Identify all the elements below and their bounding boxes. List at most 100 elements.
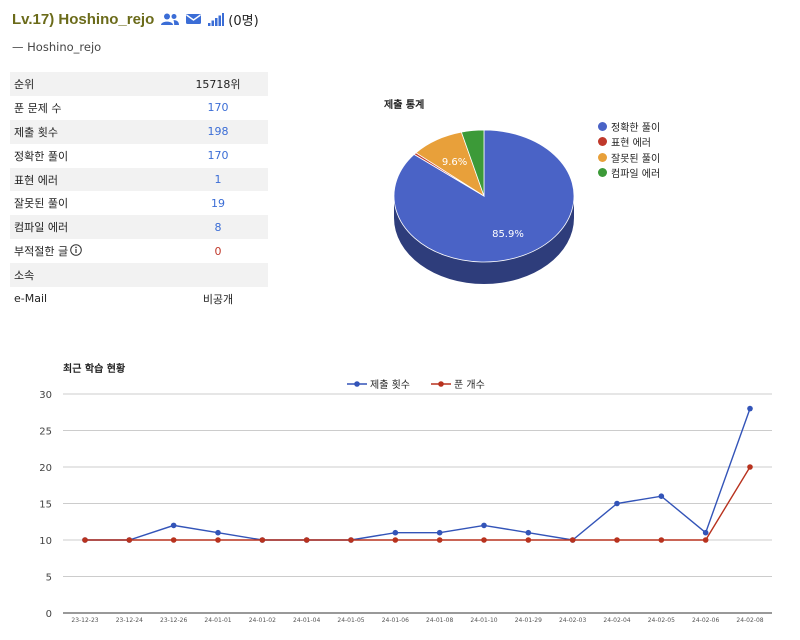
series-1-point[interactable] [658,493,665,499]
x-tick-label: 24-02-03 [559,617,586,624]
stats-row-submissions: 제출 횟수 198 [10,119,268,144]
friends-icon[interactable] [161,13,180,26]
series-1-point[interactable] [215,529,221,536]
rank-label: 순위 [10,72,168,96]
series-1-point[interactable] [614,500,620,507]
presentation-error-link[interactable]: 1 [214,173,222,186]
profile-title: Lv.17) Hoshino_rejo [12,10,155,28]
series-line-1 [85,408,751,541]
series-1-point[interactable] [702,529,709,536]
series-2-point[interactable] [481,537,487,543]
series-2-point[interactable] [569,537,576,543]
stats-row-inappropriate-posts: 부적절한 글 0 [10,239,268,263]
series-2-point[interactable] [82,537,88,543]
pie-legend-item[interactable]: 정확한 풀이 [598,119,660,134]
series-2-point[interactable] [658,537,665,543]
solved-label: 푼 문제 수 [14,101,62,115]
series-2-point[interactable] [614,537,620,543]
series-1-point[interactable] [392,529,399,536]
signal-icon[interactable] [208,12,225,26]
pie-slice-label: 85.9% [492,229,524,240]
legend-dot-icon [598,122,607,132]
legend-dot-icon [598,152,607,162]
series-2-point[interactable] [702,537,709,543]
legend-dot-icon [598,168,607,178]
submissions-label: 제출 횟수 [10,119,168,144]
pie-legend: 정확한 풀이 표현 에러 잘못된 풀이 컴파일 에러 [598,119,660,180]
series-1-point[interactable] [436,529,443,536]
line-legend-item-solved[interactable]: 푼 개수 [431,376,485,391]
status-message: — Hoshino_rejo [12,40,102,54]
pie-legend-label: 컴파일 에러 [611,169,661,181]
activity-line-chart: 0 5 10 15 20 25 30 23-12-23 23-12-24 23-12-26 24-0… [39,390,772,624]
pie-slice-label: 9.6% [442,157,467,168]
profile-header: Lv.17) Hoshino_rejo (0명) [12,8,259,30]
line-chart-title: 최근 학습 현황 [63,364,126,375]
x-tick-label: 24-02-08 [736,617,763,624]
x-tick-label: 24-01-04 [293,617,320,624]
wrong-answer-link[interactable]: 19 [211,196,225,210]
compile-error-link[interactable]: 8 [214,220,222,234]
series-2-point[interactable] [348,537,354,543]
pie-legend-item[interactable]: 표현 에러 [598,134,660,149]
y-tick-label: 30 [39,390,52,401]
x-tick-label: 24-01-02 [249,617,276,624]
presentation-error-label: 표현 에러 [10,167,168,192]
stats-row-wrong-answer: 잘못된 풀이 19 [10,191,268,215]
series-1-point[interactable] [170,522,177,529]
accepted-link[interactable]: 170 [207,149,229,163]
line-legend-label: 푼 개수 [454,380,485,391]
series-2-point[interactable] [259,537,266,543]
affiliation-value [168,263,268,288]
y-tick-label: 0 [46,609,52,620]
compile-error-label: 컴파일 에러 [10,215,168,240]
line-legend-item-submissions[interactable]: 제출 횟수 [347,376,410,391]
inappropriate-posts-value: 0 [214,244,222,258]
email-label: e-Mail [14,292,48,306]
series-2-point[interactable] [436,537,443,543]
accepted-label: 정확한 풀이 [14,149,69,163]
stats-table: 순위 15718위 푼 문제 수 170 제출 횟수 198 정확한 풀이 17… [10,72,268,311]
y-tick-label: 5 [46,573,52,584]
line-legend-marker-icon [431,380,451,387]
legend-dot-icon [598,137,607,147]
x-tick-label: 24-01-05 [337,617,364,624]
x-tick-label: 24-01-06 [382,617,409,624]
series-2-point[interactable] [747,464,753,470]
pie-legend-item[interactable]: 잘못된 풀이 [598,150,660,165]
inappropriate-posts-label: 부적절한 글 [14,244,69,258]
x-tick-label: 24-02-04 [603,617,630,624]
series-1-point[interactable] [481,522,487,529]
pie-legend-label: 잘못된 풀이 [611,153,661,165]
pie-slice-4[interactable] [460,129,485,197]
x-tick-label: 23-12-23 [71,617,98,624]
y-tick-label: 10 [39,536,52,547]
solved-link[interactable]: 170 [207,101,229,115]
series-1-point[interactable] [525,529,532,536]
line-legend-label: 제출 횟수 [370,380,410,391]
series-2-point[interactable] [525,537,532,543]
stats-row-affiliation: 소속 [10,263,268,288]
affiliation-label: 소속 [10,263,168,288]
line-legend-marker-icon [347,380,367,387]
x-tick-label: 23-12-24 [116,617,143,624]
x-tick-label: 23-12-26 [160,617,187,624]
submissions-link[interactable]: 198 [207,125,229,139]
pie-legend-item[interactable]: 컴파일 에러 [598,165,660,180]
series-2-point[interactable] [170,537,177,543]
stats-row-rank: 순위 15718위 [10,72,268,96]
stats-row-solved: 푼 문제 수 170 [10,96,268,120]
series-1-point[interactable] [747,405,753,412]
series-2-point[interactable] [392,537,399,543]
pie-chart-title: 제출 통계 [384,100,425,111]
series-2-point[interactable] [126,537,133,543]
series-2-point[interactable] [303,537,310,543]
y-tick-label: 15 [39,500,52,511]
email-value: 비공개 [202,292,234,306]
pie-slice-side [394,196,574,284]
mail-icon[interactable] [186,13,202,25]
series-2-point[interactable] [215,537,221,543]
info-icon[interactable] [70,244,82,259]
x-tick-label: 24-01-01 [204,617,231,624]
x-tick-label: 24-02-06 [692,617,719,624]
